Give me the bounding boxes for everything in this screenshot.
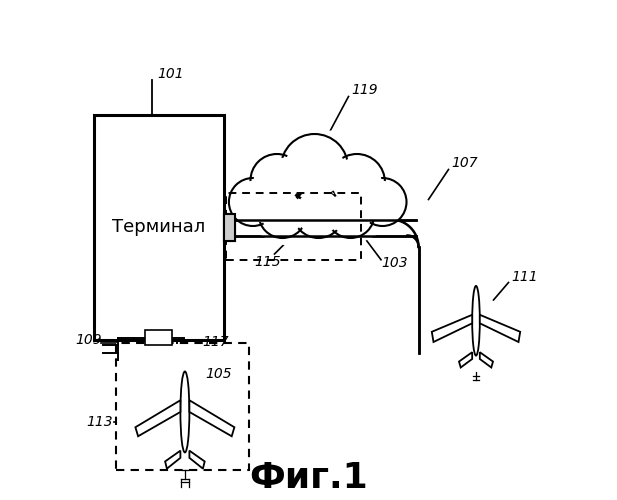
Polygon shape — [165, 450, 180, 468]
Circle shape — [259, 190, 307, 238]
Ellipse shape — [231, 130, 407, 250]
Circle shape — [362, 181, 404, 223]
Bar — [116, 342, 249, 470]
Text: 119: 119 — [351, 83, 378, 97]
Polygon shape — [135, 400, 180, 436]
Text: 105: 105 — [205, 368, 232, 382]
Polygon shape — [432, 315, 472, 342]
Bar — [223, 214, 234, 241]
Ellipse shape — [180, 372, 189, 452]
Text: 109: 109 — [75, 332, 102, 346]
Circle shape — [285, 138, 344, 197]
Bar — [94, 115, 223, 340]
Polygon shape — [189, 450, 205, 468]
Circle shape — [262, 193, 304, 235]
Circle shape — [329, 193, 371, 235]
Bar — [223, 214, 234, 241]
Circle shape — [333, 158, 381, 206]
Circle shape — [232, 181, 274, 223]
Polygon shape — [459, 352, 472, 368]
Circle shape — [229, 178, 277, 226]
Circle shape — [326, 190, 375, 238]
Circle shape — [251, 154, 304, 207]
Text: 103: 103 — [381, 256, 408, 270]
Bar — [226, 192, 361, 260]
Circle shape — [358, 178, 407, 226]
Ellipse shape — [472, 286, 480, 356]
Bar — [145, 330, 172, 345]
Text: 113: 113 — [86, 414, 113, 428]
Circle shape — [296, 190, 341, 235]
Circle shape — [254, 157, 300, 204]
Text: 115: 115 — [254, 256, 281, 270]
Text: Терминал: Терминал — [112, 218, 205, 236]
Text: 101: 101 — [157, 66, 184, 80]
Text: 117: 117 — [202, 336, 229, 349]
Polygon shape — [189, 400, 234, 436]
Text: 107: 107 — [451, 156, 478, 170]
Circle shape — [281, 134, 348, 201]
Text: 111: 111 — [511, 270, 537, 284]
Polygon shape — [480, 315, 520, 342]
Circle shape — [329, 154, 385, 210]
Text: Фиг.1: Фиг.1 — [249, 461, 368, 495]
Polygon shape — [480, 352, 493, 368]
Circle shape — [293, 187, 344, 238]
